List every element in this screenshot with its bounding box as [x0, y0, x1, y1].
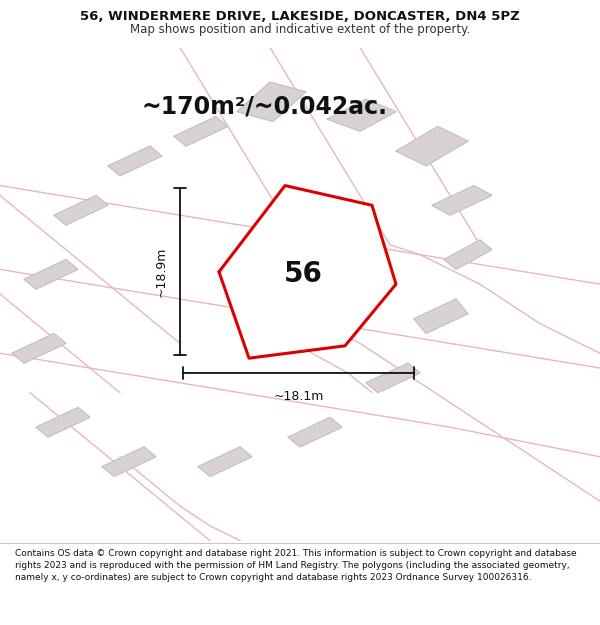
Text: ~18.9m: ~18.9m	[154, 247, 167, 297]
Polygon shape	[54, 196, 108, 225]
Text: 56, WINDERMERE DRIVE, LAKESIDE, DONCASTER, DN4 5PZ: 56, WINDERMERE DRIVE, LAKESIDE, DONCASTE…	[80, 11, 520, 24]
Polygon shape	[198, 447, 252, 476]
Polygon shape	[102, 447, 156, 476]
Polygon shape	[24, 259, 78, 289]
Polygon shape	[36, 408, 90, 437]
Polygon shape	[225, 220, 336, 291]
Polygon shape	[219, 186, 396, 358]
Polygon shape	[432, 186, 492, 215]
Polygon shape	[237, 82, 306, 121]
Polygon shape	[444, 240, 492, 269]
Text: Contains OS data © Crown copyright and database right 2021. This information is : Contains OS data © Crown copyright and d…	[15, 549, 577, 582]
Polygon shape	[174, 116, 228, 146]
Text: ~18.1m: ~18.1m	[274, 390, 323, 403]
Polygon shape	[12, 334, 66, 363]
Text: 56: 56	[284, 261, 322, 288]
Polygon shape	[108, 146, 162, 176]
Polygon shape	[396, 126, 468, 166]
Polygon shape	[288, 418, 342, 447]
Polygon shape	[366, 363, 420, 392]
Text: ~170m²/~0.042ac.: ~170m²/~0.042ac.	[141, 94, 387, 119]
Polygon shape	[327, 99, 396, 131]
Text: Map shows position and indicative extent of the property.: Map shows position and indicative extent…	[130, 22, 470, 36]
Polygon shape	[414, 299, 468, 334]
